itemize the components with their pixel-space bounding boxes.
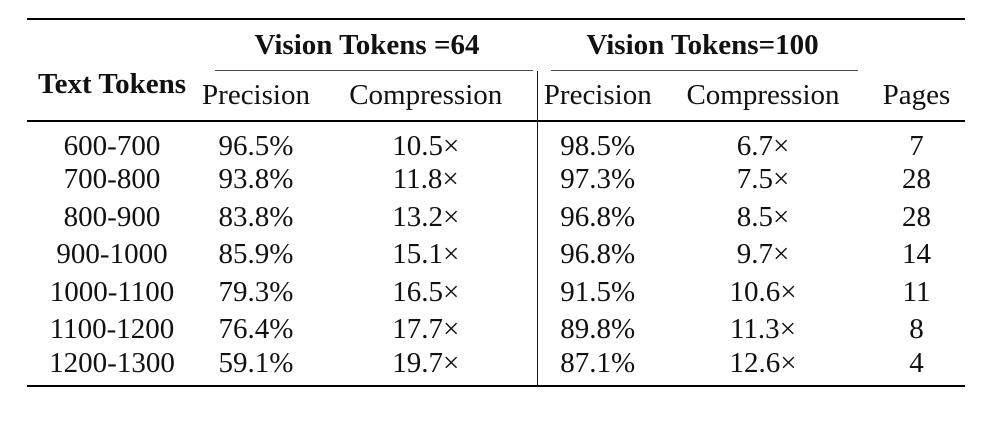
cell-g2-precision: 91.5%	[536, 273, 658, 311]
cell-g2-precision: 97.3%	[536, 161, 658, 199]
cell-text-tokens: 900-1000	[56, 238, 168, 271]
cell-g1-compression: 10.5×	[392, 130, 460, 162]
cell-g2-compression: 9.7×	[736, 238, 790, 271]
cell-g1-precision: 85.9%	[218, 238, 294, 271]
table-row: 700-800 93.8% 11.8× 97.3% 7.5× 28	[27, 161, 965, 199]
cell-g1-compression: 17.7×	[392, 313, 460, 346]
column-header-pages: Pages	[868, 71, 965, 122]
cell-pages: 28	[902, 163, 931, 196]
group-label: Vision Tokens=100	[586, 29, 819, 61]
cell-g1-compression: 11.8×	[392, 163, 459, 196]
cmidrule-group1	[215, 70, 533, 71]
cell-g1-compression: 15.1×	[392, 238, 460, 271]
cell-g2-compression: 7.5×	[736, 163, 790, 196]
cell-text-tokens: 1000-1100	[49, 275, 175, 308]
cell-pages: 28	[902, 200, 931, 233]
table-row: 900-1000 85.9% 15.1× 96.8% 9.7× 14	[27, 236, 965, 274]
table-row: 1000-1100 79.3% 16.5× 91.5% 10.6× 11	[27, 273, 965, 311]
group-label: Vision Tokens =64	[254, 29, 480, 61]
cell-text-tokens: 600-700	[63, 130, 161, 162]
cell-g2-precision: 89.8%	[536, 311, 658, 349]
table-row: 1100-1200 76.4% 17.7× 89.8% 11.3× 8	[27, 311, 965, 349]
cell-g2-compression: 12.6×	[729, 346, 797, 379]
table-row: 1200-1300 59.1% 19.7× 87.1% 12.6× 4	[27, 346, 965, 386]
group-header-vision-tokens-100: Vision Tokens=100	[537, 19, 868, 71]
cell-pages: 4	[909, 346, 924, 379]
cell-g2-precision: 96.8%	[536, 236, 658, 274]
column-header-g2-compression: Compression	[658, 71, 868, 122]
cell-text-tokens: 800-900	[63, 200, 161, 233]
table-row: 800-900 83.8% 13.2× 96.8% 8.5× 28	[27, 198, 965, 236]
cell-g2-precision: 96.8%	[536, 198, 658, 236]
group-header-vision-tokens-64: Vision Tokens =64	[197, 19, 537, 71]
group-header-spacer	[868, 19, 965, 71]
cell-g2-compression: 10.6×	[729, 275, 797, 308]
cell-g1-compression: 16.5×	[392, 275, 460, 308]
cell-g2-compression: 6.7×	[736, 130, 790, 162]
table-row: 600-700 96.5% 10.5× 98.5% 6.7× 7	[27, 121, 965, 161]
cell-g1-precision: 79.3%	[218, 275, 294, 308]
cell-pages: 8	[909, 313, 924, 346]
column-header-row: Precision Compression Precision Compress…	[27, 71, 965, 122]
cell-g1-compression: 19.7×	[392, 346, 460, 379]
cell-text-tokens: 1100-1200	[49, 313, 175, 346]
cell-pages: 11	[902, 275, 931, 308]
cell-pages: 7	[909, 130, 924, 162]
cell-g2-precision: 87.1%	[536, 348, 658, 386]
cmidrule-group2	[551, 70, 858, 71]
group-header-row: Text Tokens Vision Tokens =64 Vision Tok…	[27, 19, 965, 122]
cell-g1-precision: 93.8%	[218, 163, 294, 196]
column-header-g1-compression: Compression	[315, 71, 537, 122]
cell-text-tokens: 700-800	[63, 163, 161, 196]
cell-g2-compression: 8.5×	[736, 200, 790, 233]
cell-g1-compression: 13.2×	[392, 200, 460, 233]
compression-results-table: Text Tokens Vision Tokens =64 Vision Tok…	[27, 18, 965, 387]
corner-header-text-tokens: Text Tokens	[27, 19, 197, 122]
cell-g1-precision: 83.8%	[218, 200, 294, 233]
cell-g1-precision: 59.1%	[218, 346, 294, 379]
cell-pages: 14	[902, 238, 931, 271]
cell-g1-precision: 96.5%	[218, 130, 294, 162]
column-header-g2-precision: Precision	[536, 71, 658, 122]
cell-g2-compression: 11.3×	[729, 313, 797, 346]
cell-g2-precision: 98.5%	[536, 121, 658, 161]
cell-text-tokens: 1200-1300	[49, 346, 175, 379]
column-header-g1-precision: Precision	[197, 71, 315, 122]
cell-g1-precision: 76.4%	[218, 313, 294, 346]
